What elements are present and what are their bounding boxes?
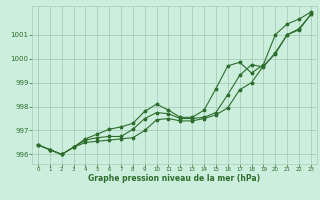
X-axis label: Graphe pression niveau de la mer (hPa): Graphe pression niveau de la mer (hPa) bbox=[88, 174, 260, 183]
